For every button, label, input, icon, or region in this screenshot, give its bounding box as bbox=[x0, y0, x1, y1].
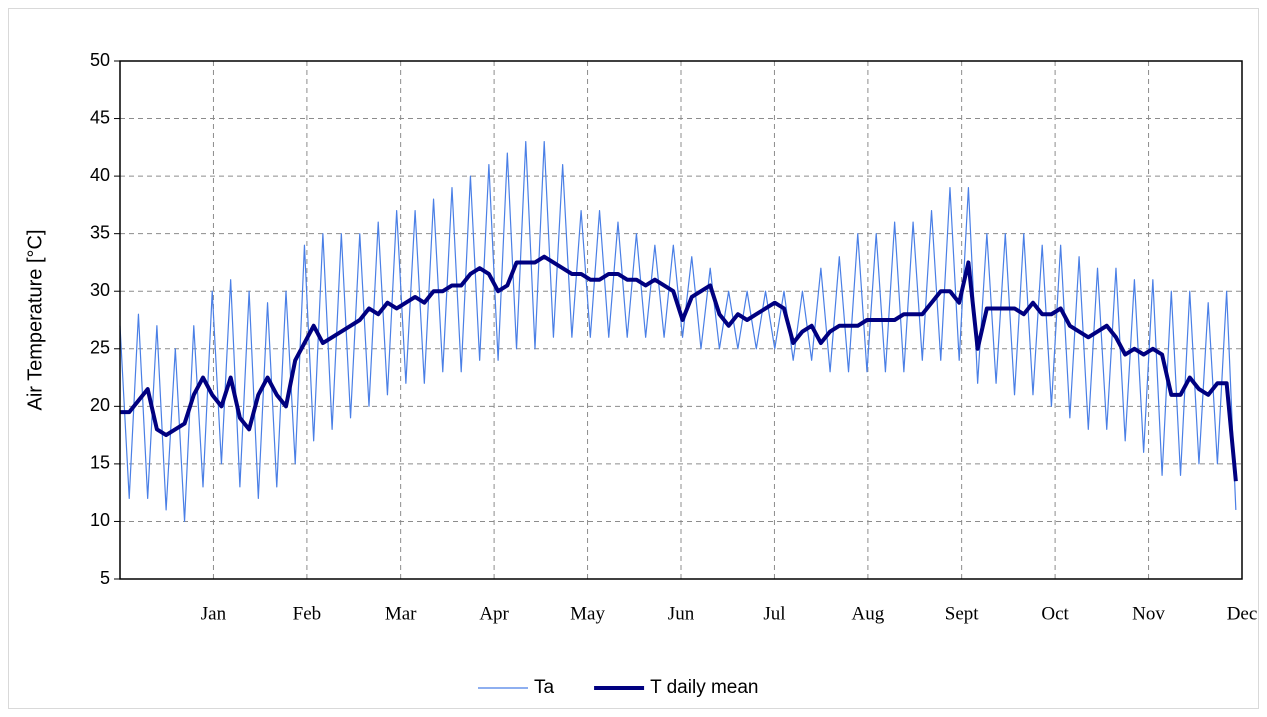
x-tick-label: Mar bbox=[385, 603, 417, 624]
plot-border bbox=[119, 60, 1243, 580]
x-tick-label: Apr bbox=[479, 603, 509, 624]
y-tick-label: 45 bbox=[90, 107, 110, 127]
x-tick-label: Sept bbox=[945, 603, 980, 624]
y-tick-label: 30 bbox=[90, 280, 110, 300]
x-tick-label: Jul bbox=[763, 603, 785, 624]
series-group bbox=[119, 140, 1238, 523]
x-tick-label: Jan bbox=[201, 603, 227, 624]
legend: Ta T daily mean bbox=[478, 677, 759, 698]
x-tick-label: May bbox=[570, 603, 605, 624]
y-tick-label: 25 bbox=[90, 338, 110, 358]
y-tick-label: 35 bbox=[90, 222, 110, 242]
y-tick-label: 15 bbox=[90, 453, 110, 473]
x-tick-label: Aug bbox=[852, 603, 885, 624]
labels: 5 10 15 20 25 30 35 40 45 50 Jan Feb Mar Apr May Jun Jul… bbox=[90, 50, 1257, 625]
x-tick-label: Feb bbox=[293, 603, 322, 624]
series-line bbox=[120, 254, 1238, 482]
y-tick-label: 50 bbox=[90, 50, 110, 70]
y-tick-label: 20 bbox=[90, 395, 110, 415]
x-tick-label: Dec bbox=[1227, 603, 1258, 624]
y-tick-label: 40 bbox=[90, 165, 110, 185]
legend-label: Ta bbox=[534, 677, 555, 698]
chart-frame bbox=[8, 8, 1259, 709]
x-tick-label: Oct bbox=[1041, 603, 1069, 624]
series-line bbox=[119, 140, 1237, 523]
x-tick-label: Nov bbox=[1132, 603, 1165, 624]
y-axis-label: Air Temperature [°C] bbox=[24, 229, 46, 410]
x-tick-label: Jun bbox=[668, 603, 695, 624]
legend-label: T daily mean bbox=[650, 677, 758, 698]
y-tick-label: 5 bbox=[100, 568, 110, 588]
y-tick-label: 10 bbox=[90, 510, 110, 530]
